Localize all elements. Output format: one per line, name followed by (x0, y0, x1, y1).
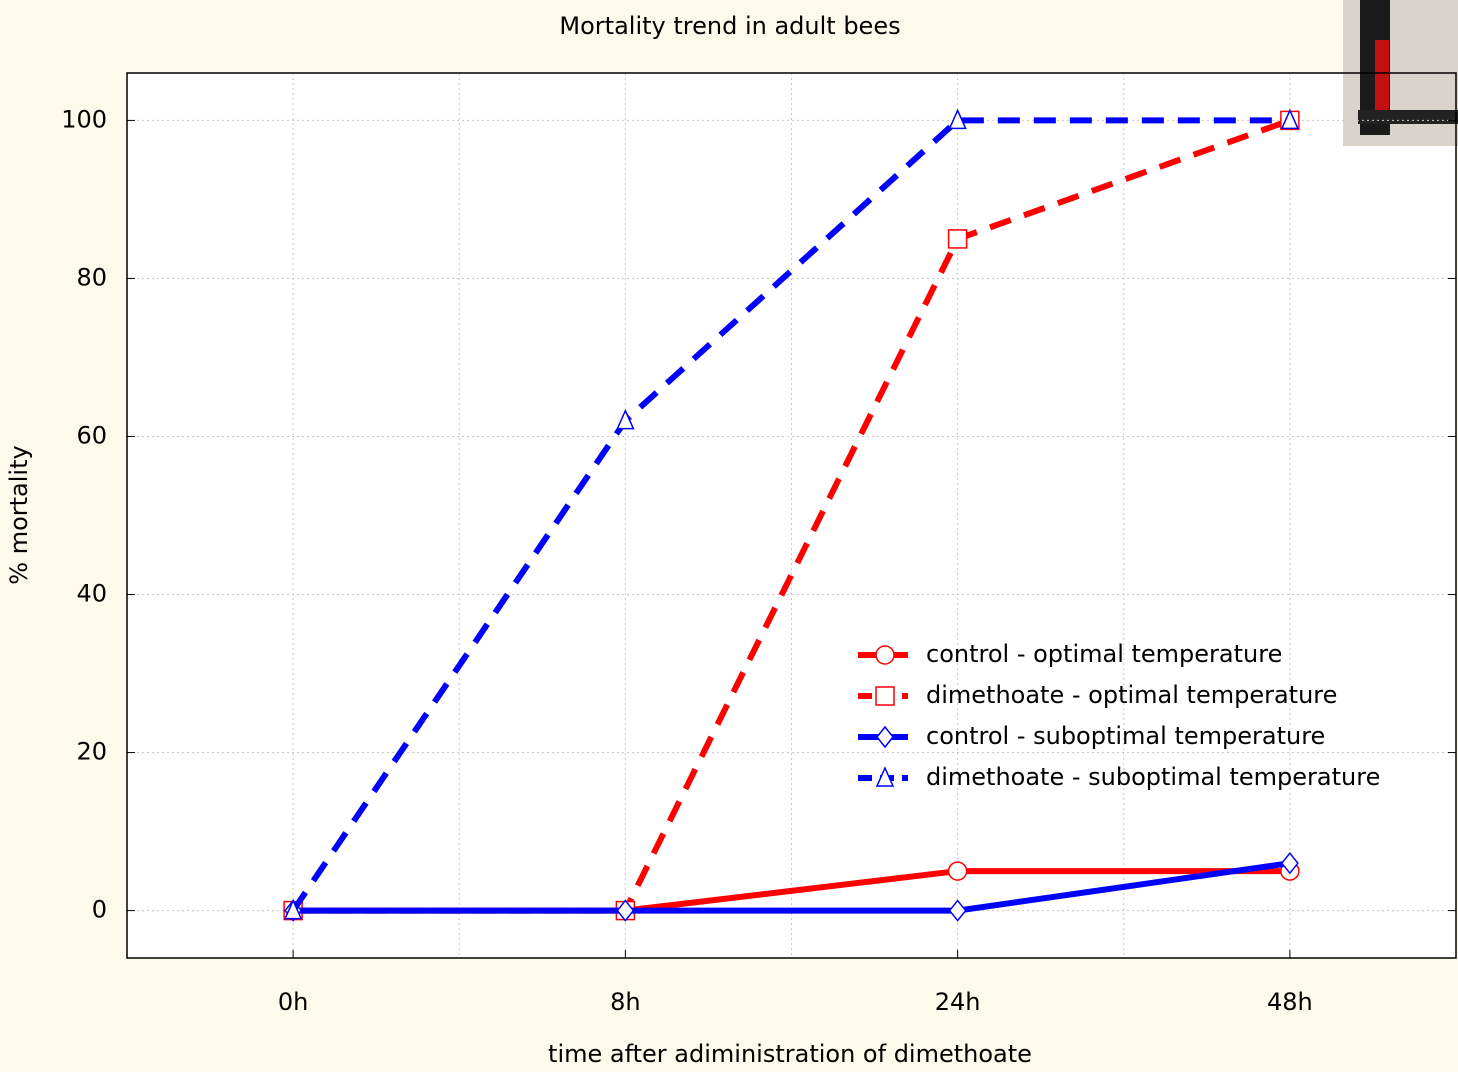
x-tick-label: 24h (935, 988, 981, 1016)
line (290, 117, 1290, 913)
marker (283, 898, 303, 920)
line (293, 860, 1291, 914)
marker (948, 108, 967, 130)
y-tick-label: 0 (92, 896, 107, 924)
legend-label: dimethoate - suboptimal temperature (926, 763, 1380, 791)
marker (1280, 851, 1299, 875)
x-axis-label: time after adiministration of dimethoate (548, 1040, 1032, 1068)
plot-area (127, 73, 1456, 958)
plot-frame (126, 72, 1457, 959)
legend-label: control - suboptimal temperature (926, 722, 1325, 750)
x-tick-label: 48h (1267, 988, 1313, 1016)
marker (875, 766, 895, 787)
legend-label: dimethoate - optimal temperature (926, 681, 1337, 709)
y-tick-label: 80 (76, 263, 107, 291)
marker (616, 408, 635, 430)
series (283, 108, 1300, 920)
marker (876, 725, 894, 749)
marker (947, 229, 968, 249)
marker (948, 899, 967, 922)
marker (1280, 108, 1300, 130)
marker (875, 645, 895, 665)
chart-title: Mortality trend in adult bees (559, 12, 900, 40)
y-tick-label: 40 (76, 580, 107, 608)
y-tick-label: 60 (76, 421, 107, 449)
y-tick-label: 20 (76, 738, 107, 766)
y-axis-label: % mortality (5, 445, 33, 584)
marker (616, 899, 635, 922)
legend-label: control - optimal temperature (926, 640, 1282, 668)
marker (875, 686, 895, 706)
marker (947, 861, 968, 881)
x-tick-label: 8h (610, 988, 640, 1016)
x-tick-label: 0h (278, 988, 308, 1016)
y-tick-label: 100 (61, 105, 107, 133)
